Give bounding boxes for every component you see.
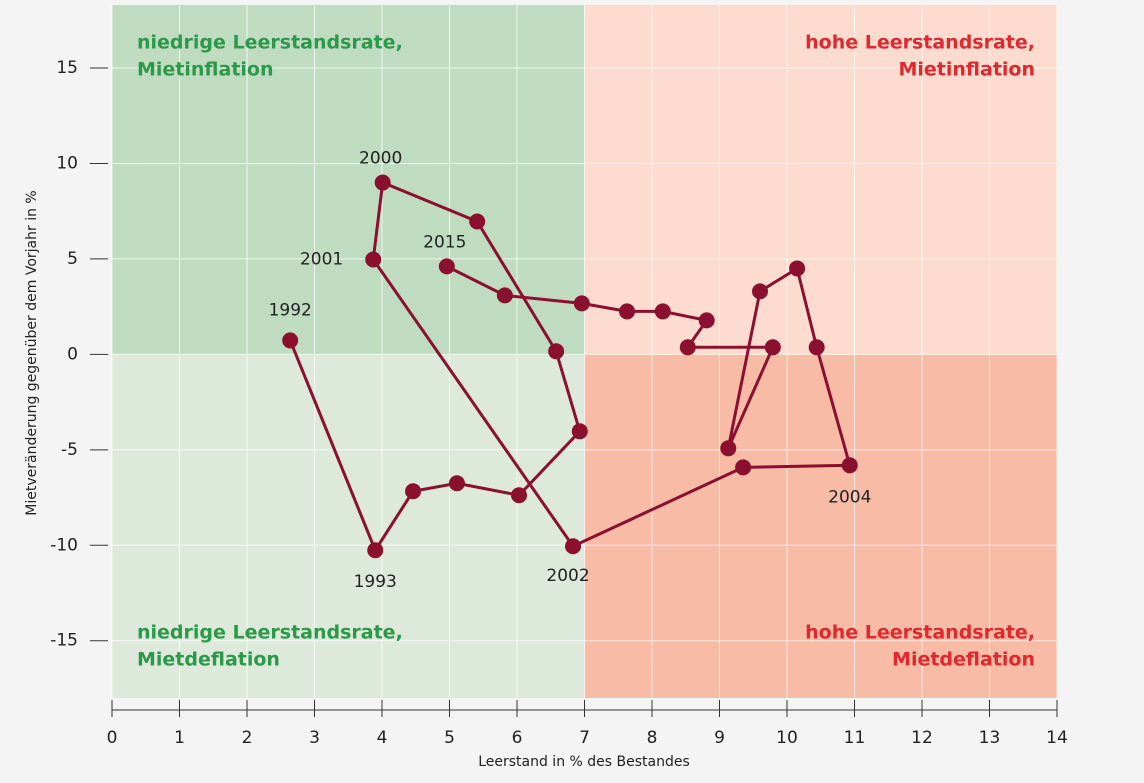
quadrant-label: Mietinflation bbox=[898, 59, 1035, 81]
quadrant-label: hohe Leerstandsrate, bbox=[805, 622, 1035, 644]
quadrant bbox=[112, 354, 585, 698]
quadrant bbox=[584, 354, 1057, 698]
point bbox=[367, 542, 384, 559]
quadrant-label: Mietdeflation bbox=[137, 649, 280, 671]
point bbox=[374, 174, 391, 191]
point bbox=[654, 303, 671, 320]
y-tick-label: 15 bbox=[56, 58, 78, 78]
point bbox=[619, 303, 636, 320]
point bbox=[469, 213, 486, 230]
x-tick-label: 3 bbox=[309, 728, 320, 748]
point bbox=[365, 251, 382, 268]
point bbox=[511, 487, 528, 504]
point bbox=[573, 295, 590, 312]
point bbox=[841, 457, 858, 474]
quadrant-label: niedrige Leerstandsrate, bbox=[137, 32, 403, 54]
x-tick-label: 13 bbox=[979, 728, 1001, 748]
point bbox=[752, 283, 768, 300]
point bbox=[565, 538, 582, 555]
point-label: 2001 bbox=[300, 249, 343, 269]
y-tick-label: -5 bbox=[61, 440, 78, 460]
point bbox=[448, 475, 465, 492]
point bbox=[735, 459, 752, 476]
x-tick-label: 5 bbox=[444, 728, 455, 748]
y-tick-label: 10 bbox=[56, 153, 78, 173]
x-tick-label: 10 bbox=[776, 728, 798, 748]
quadrant bbox=[112, 5, 585, 355]
point bbox=[789, 260, 806, 277]
y-tick-label: 5 bbox=[67, 249, 78, 269]
x-tick-label: 14 bbox=[1046, 728, 1068, 748]
x-tick-label: 6 bbox=[512, 728, 523, 748]
point bbox=[764, 339, 781, 356]
point bbox=[698, 312, 715, 329]
point-label: 2000 bbox=[359, 149, 402, 169]
point bbox=[571, 423, 588, 440]
point bbox=[405, 483, 422, 500]
point-label: 1993 bbox=[354, 572, 397, 592]
point bbox=[282, 332, 299, 349]
x-tick-label: 2 bbox=[242, 728, 253, 748]
x-tick-label: 1 bbox=[174, 728, 185, 748]
x-tick-label: 12 bbox=[911, 728, 933, 748]
quadrant bbox=[584, 5, 1057, 355]
point bbox=[679, 339, 696, 356]
point-label: 2004 bbox=[828, 487, 871, 507]
quadrant-label: hohe Leerstandsrate, bbox=[805, 32, 1035, 54]
x-axis-label: Leerstand in % des Bestandes bbox=[478, 754, 690, 770]
point-label: 1992 bbox=[269, 300, 312, 320]
quadrant-label: niedrige Leerstandsrate, bbox=[137, 622, 403, 644]
x-tick-label: 8 bbox=[647, 728, 658, 748]
point bbox=[438, 258, 455, 275]
y-tick-label: 0 bbox=[67, 344, 78, 364]
point bbox=[720, 440, 737, 457]
quadrant-label: Mietinflation bbox=[137, 59, 274, 81]
point bbox=[496, 287, 513, 304]
y-axis-label: Mietveränderung gegenüber dem Vorjahr in… bbox=[24, 190, 40, 515]
point bbox=[548, 343, 565, 360]
x-tick-label: 4 bbox=[377, 728, 388, 748]
quadrant-label: Mietdeflation bbox=[892, 649, 1035, 671]
x-tick-label: 9 bbox=[714, 728, 725, 748]
y-tick-label: -15 bbox=[50, 631, 78, 651]
point bbox=[808, 339, 825, 356]
x-tick-label: 7 bbox=[579, 728, 590, 748]
x-tick-label: 0 bbox=[107, 728, 118, 748]
point-label: 2015 bbox=[423, 232, 466, 252]
point-label: 2002 bbox=[546, 566, 589, 586]
y-tick-label: -10 bbox=[50, 535, 78, 555]
x-tick-label: 11 bbox=[844, 728, 866, 748]
